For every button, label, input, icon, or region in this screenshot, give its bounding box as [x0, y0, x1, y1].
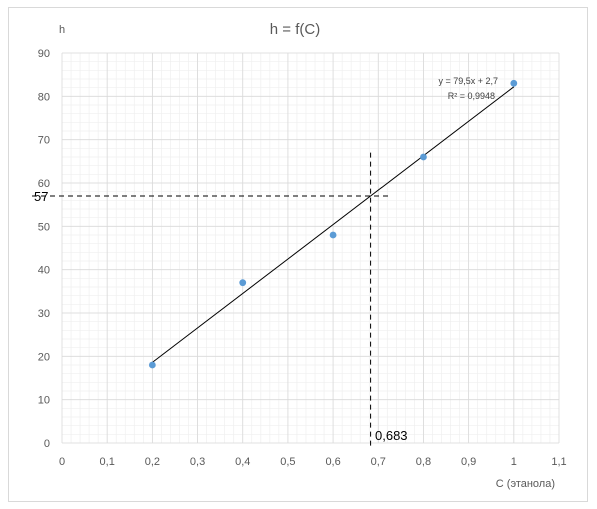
x-tick-label: 0,8	[416, 456, 431, 468]
x-tick-label: 0,7	[371, 456, 386, 468]
x-tick-label: 1,1	[551, 456, 566, 468]
points-layer	[148, 79, 518, 369]
x-tick-label: 0,3	[190, 456, 205, 468]
trendline-r2: R² = 0,9948	[448, 91, 495, 101]
y-tick-label: 70	[38, 135, 50, 147]
y-tick-label: 0	[44, 438, 50, 450]
minor-grid	[62, 53, 559, 443]
data-point	[329, 231, 337, 239]
y-tick-label: 40	[38, 265, 50, 277]
annotation-lines	[32, 152, 392, 446]
data-point	[239, 279, 247, 287]
chart-title: h = f(C)	[270, 21, 320, 38]
x-tick-label: 0,1	[100, 456, 115, 468]
y-tick-label: 50	[38, 221, 50, 233]
x-tick-label: 0,9	[461, 456, 476, 468]
chart-frame	[8, 7, 588, 502]
trendline-layer	[152, 86, 515, 363]
y-tick-label: 90	[38, 48, 50, 60]
y-tick-labels: 0 10 20 30 40 50 60 70 80 90	[38, 48, 50, 450]
data-point	[420, 153, 427, 161]
x-tick-label: 0,2	[145, 456, 160, 468]
x-tick-labels: 0 0,1 0,2 0,3 0,4 0,5 0,6 0,7 0,8 0,9 1 1,1	[59, 456, 567, 468]
y-tick-label: 30	[38, 308, 50, 320]
y-tick-label: 10	[38, 395, 50, 407]
x-tick-label: 0,5	[280, 456, 295, 468]
x-tick-label: 0,4	[235, 456, 250, 468]
x-axis-title: C (этанола)	[496, 478, 555, 490]
y-tick-label: 20	[38, 351, 50, 363]
annotation-x-label: 0,683	[375, 428, 408, 443]
annotation-y-label: 57	[34, 189, 48, 204]
y-tick-label: 80	[38, 91, 50, 103]
trendline	[152, 86, 515, 363]
major-grid	[61, 52, 560, 444]
x-tick-label: 0,6	[325, 456, 340, 468]
trendline-equation: y = 79,5x + 2,7	[438, 76, 498, 86]
x-tick-label: 0	[59, 456, 65, 468]
x-tick-label: 1	[511, 456, 517, 468]
data-point	[148, 361, 156, 369]
y-axis-title: h	[59, 24, 65, 36]
data-point	[510, 79, 518, 87]
y-tick-label: 60	[38, 178, 50, 190]
